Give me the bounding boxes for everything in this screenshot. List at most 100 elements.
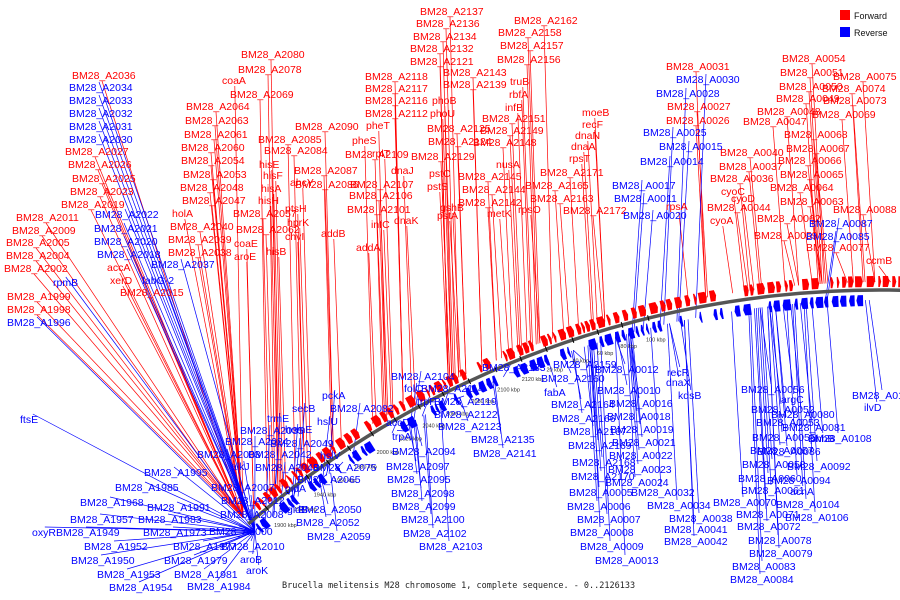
reverse-label-91: fabA <box>544 387 566 399</box>
forward-leader-87 <box>297 241 305 470</box>
forward-gene-44 <box>575 323 582 335</box>
reverse-leader-97 <box>591 344 602 472</box>
forward-gene-39 <box>540 335 549 347</box>
reverse-label-107: BM28_A0005 <box>569 487 633 499</box>
forward-label-29: BM28_A2125 <box>427 123 491 135</box>
forward-gene-41 <box>552 331 557 343</box>
forward-leader-75 <box>559 203 570 333</box>
forward-label-11: BM28_A2036 <box>72 70 136 82</box>
reverse-leader-108 <box>650 327 662 488</box>
forward-leader-123 <box>748 171 761 290</box>
reverse-leader-11 <box>65 276 256 532</box>
forward-leader-119 <box>841 119 854 283</box>
reverse-label-48: BM28_A2003 <box>197 449 261 461</box>
forward-label-24: phoU <box>430 108 455 120</box>
forward-gene-75 <box>854 276 863 288</box>
forward-label-86: BM28_A2040 <box>170 221 234 233</box>
reverse-label-72: BM28_A1977 <box>173 541 237 553</box>
reverse-gene-4 <box>290 494 300 505</box>
forward-leader-127 <box>809 179 823 284</box>
forward-leader-79 <box>299 227 308 468</box>
reverse-leader-121 <box>759 307 772 385</box>
reverse-label-90: BM28_A2160 <box>541 373 605 385</box>
forward-leader-3 <box>442 41 453 381</box>
reverse-gene-14 <box>406 415 418 429</box>
reverse-label-6: BM28_A2021 <box>94 223 158 235</box>
forward-gene-29 <box>445 375 454 388</box>
forward-label-23: BM28_A2112 <box>365 108 428 120</box>
reverse-label-99: BM28_A0010 <box>597 385 661 397</box>
reverse-label-69: BM28_A2059 <box>307 531 371 543</box>
forward-leader-58 <box>569 177 580 330</box>
forward-gene-55 <box>659 300 666 312</box>
forward-leader-89 <box>383 229 392 413</box>
reverse-leader-77 <box>126 531 255 570</box>
reverse-leader-7 <box>123 235 256 532</box>
reverse-label-131: BM28_A0072 <box>737 521 801 533</box>
reverse-gene-37 <box>635 326 640 338</box>
reverse-label-84: BM28_A2098 <box>391 488 455 500</box>
forward-leader-93 <box>265 234 274 493</box>
forward-label-41: dnaN <box>575 130 600 142</box>
forward-gene-73 <box>841 276 847 288</box>
forward-leader-83 <box>530 214 541 344</box>
reverse-leader-127 <box>757 307 769 474</box>
reverse-gene-1 <box>259 517 271 530</box>
forward-leader-23 <box>394 118 404 407</box>
forward-label-120: BM28_A0068 <box>784 129 848 141</box>
forward-leader-65 <box>439 191 449 383</box>
forward-label-124: cyoD <box>731 193 755 205</box>
reverse-leader-124 <box>771 306 783 433</box>
reverse-leader-136 <box>782 304 795 395</box>
forward-leader-94 <box>333 238 342 444</box>
scale-tick-label-4: 1980 kbp <box>354 464 377 470</box>
reverse-leader-85 <box>415 419 423 502</box>
reverse-label-18: BM28_A0014 <box>640 156 704 168</box>
forward-leader-62 <box>302 187 312 465</box>
reverse-leader-80 <box>138 531 255 583</box>
forward-label-129: BM28_A0064 <box>770 182 834 194</box>
forward-gene-2 <box>262 491 273 503</box>
forward-leader-56 <box>441 178 451 382</box>
reverse-label-116: BM28_A0042 <box>664 536 728 548</box>
forward-label-122: BM28_A0067 <box>786 143 850 155</box>
reverse-leader-143 <box>792 303 804 487</box>
forward-leader-30 <box>511 123 522 351</box>
reverse-label-74: BM28_A1950 <box>71 555 135 567</box>
forward-gene-66 <box>775 281 782 293</box>
forward-gene-31 <box>458 369 467 381</box>
reverse-gene-19 <box>465 387 474 399</box>
reverse-label-110: BM28_A0034 <box>647 500 711 512</box>
reverse-leader-3 <box>98 120 256 532</box>
forward-label-51: BM28_A2026 <box>68 159 132 171</box>
forward-label-82: metK <box>487 208 512 220</box>
reverse-label-81: BM28_A1984 <box>187 581 251 593</box>
reverse-leader-86 <box>423 415 432 515</box>
forward-gene-26 <box>428 384 436 396</box>
reverse-leader-89 <box>573 350 584 360</box>
forward-leader-64 <box>379 189 389 415</box>
reverse-label-52: BM28_A1995 <box>144 467 208 479</box>
reverse-label-58: BM28_A2012 <box>221 495 285 507</box>
forward-leader-67 <box>554 190 565 335</box>
forward-label-123: BM28_A0037 <box>719 161 783 173</box>
scale-tick-label-7: 2040 kbp <box>423 424 446 430</box>
reverse-label-64: BM28_A1983 <box>138 514 202 526</box>
forward-gene-37 <box>521 342 530 354</box>
reverse-label-130: BM28_A0071 <box>736 509 800 521</box>
reverse-gene-17 <box>438 400 448 412</box>
reverse-gene-41 <box>657 320 663 332</box>
reverse-leader-6 <box>123 222 256 532</box>
reverse-gene-9 <box>347 454 356 465</box>
forward-label-58: BM28_A2171 <box>540 167 604 179</box>
legend-forward-label: Forward <box>854 11 887 21</box>
forward-label-28: pheT <box>366 120 391 132</box>
forward-label-30: BM28_A2151 <box>482 113 546 125</box>
forward-label-112: BM28_A0026 <box>666 115 730 127</box>
reverse-leader-101 <box>628 333 638 412</box>
forward-label-48: rplT <box>372 148 391 160</box>
reverse-label-94: BM28_A2167 <box>563 426 627 438</box>
forward-label-52: BM28_A2053 <box>183 169 247 181</box>
reverse-leader-70 <box>44 526 255 532</box>
